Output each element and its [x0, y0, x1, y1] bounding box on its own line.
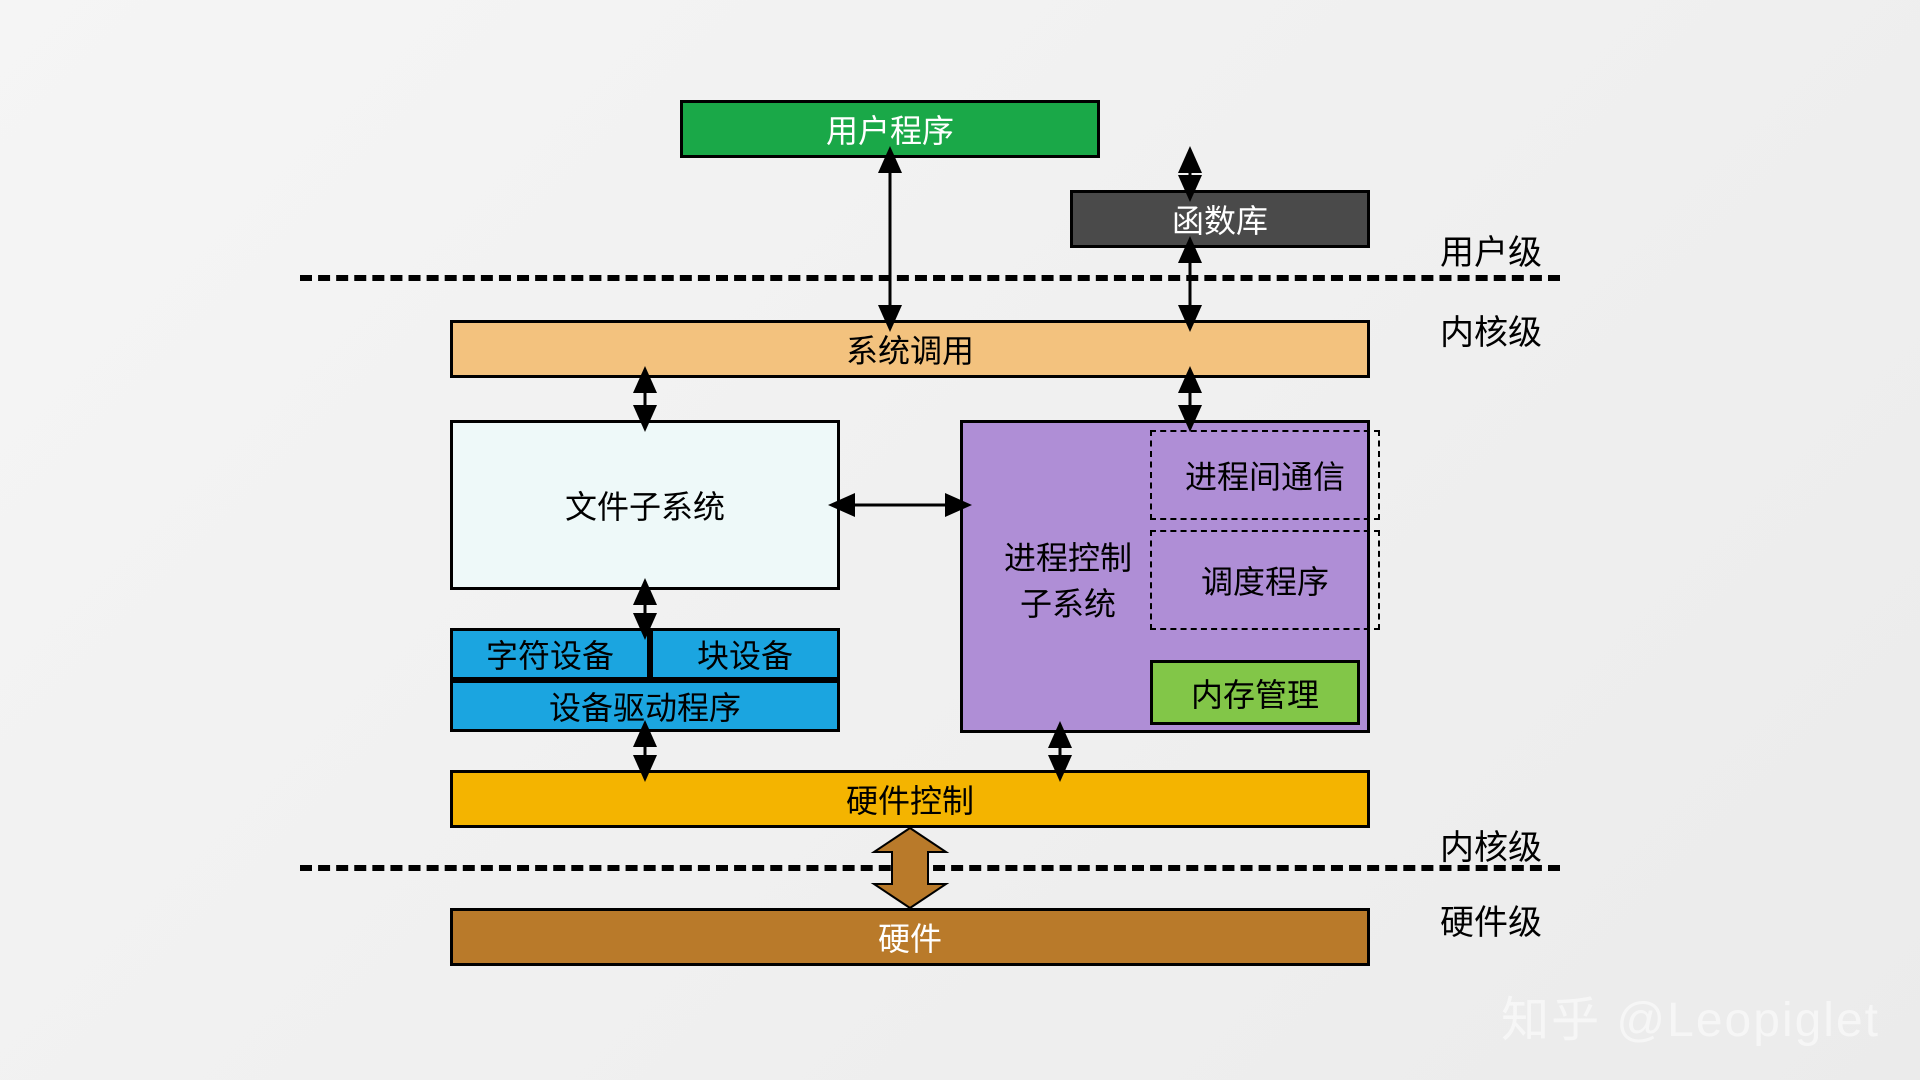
node-mem-mgmt: 内存管理 [1150, 660, 1360, 725]
label-user-level: 用户级 [1440, 225, 1542, 274]
node-func-lib: 函数库 [1070, 190, 1370, 248]
node-label: 块设备 [697, 631, 793, 677]
label-kernel-level-top: 内核级 [1440, 305, 1542, 354]
node-hardware: 硬件 [450, 908, 1370, 966]
node-label: 用户程序 [826, 106, 954, 152]
node-label: 设备驱动程序 [549, 683, 741, 729]
watermark: 知乎 @Leopiglet [1501, 980, 1880, 1050]
label-kernel-level-bottom: 内核级 [1440, 820, 1542, 869]
node-char-device: 字符设备 [450, 628, 650, 680]
node-label: 调度程序 [1201, 557, 1329, 603]
node-ipc: 进程间通信 [1150, 430, 1380, 520]
node-label: 系统调用 [846, 326, 974, 372]
node-label: 内存管理 [1191, 670, 1319, 716]
node-label: 进程控制 子系统 [988, 533, 1148, 625]
label-text: 内核级 [1440, 314, 1542, 352]
label-hw-level: 硬件级 [1440, 895, 1542, 944]
divider-kernel-hardware [300, 865, 1560, 871]
node-sys-call: 系统调用 [450, 320, 1370, 378]
divider-user-kernel [300, 275, 1560, 281]
label-text: 用户级 [1440, 234, 1542, 272]
node-label: 硬件控制 [846, 776, 974, 822]
node-device-driver: 设备驱动程序 [450, 680, 840, 732]
node-scheduler: 调度程序 [1150, 530, 1380, 630]
label-text: 硬件级 [1440, 904, 1542, 942]
node-label: 进程间通信 [1185, 452, 1345, 498]
node-file-subsystem: 文件子系统 [450, 420, 840, 590]
node-label: 字符设备 [486, 631, 614, 677]
node-label: 文件子系统 [565, 482, 725, 528]
label-text: 内核级 [1440, 829, 1542, 867]
diagram-canvas: 用户程序 函数库 系统调用 文件子系统 字符设备 块设备 设备驱动程序 进程控制… [0, 0, 1920, 1080]
watermark-text: 知乎 @Leopiglet [1501, 994, 1880, 1047]
node-label: 硬件 [878, 914, 942, 960]
node-hw-control: 硬件控制 [450, 770, 1370, 828]
node-user-program: 用户程序 [680, 100, 1100, 158]
node-label: 函数库 [1172, 196, 1268, 242]
node-block-device: 块设备 [650, 628, 840, 680]
